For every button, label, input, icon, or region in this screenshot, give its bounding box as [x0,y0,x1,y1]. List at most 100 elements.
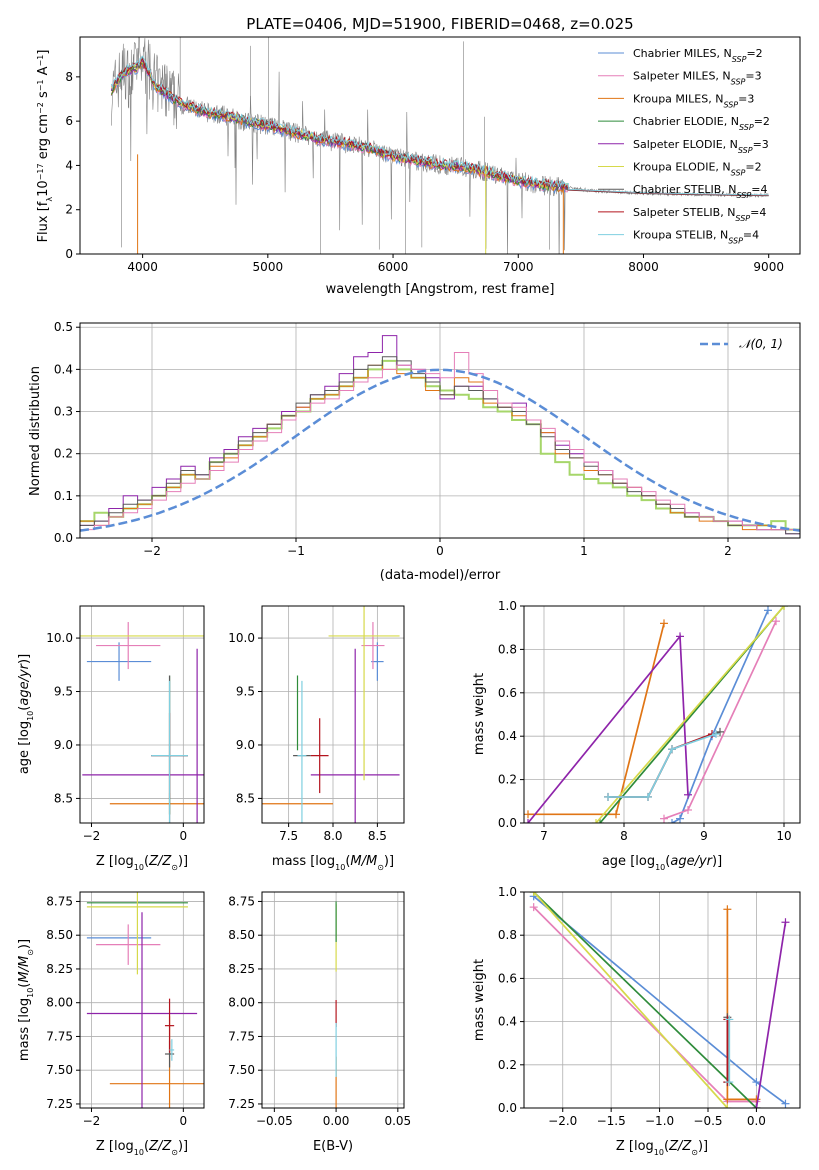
plot-area [80,622,204,823]
x-tick-label: −1.5 [597,1114,626,1128]
y-tick-label: 7.25 [228,1097,255,1111]
y-axis-label: mass weight [472,673,487,755]
mass-vs-Z-panel: −2 0 7.25 7.50 7.75 8.00 8.25 8.50 8.75 Z [log10(… [17,891,205,1157]
spectrum-panel: 4000 5000 6000 7000 8000 9000 0 2 4 6 8 Chabrier MI… [36,36,801,297]
plot-area [86,892,204,1108]
y-tick-label: 9.0 [54,738,73,752]
y-tick-label: 8.25 [228,962,255,976]
y-tick-label: 7.75 [46,1029,73,1043]
x-tick-label: 5000 [253,260,284,274]
y-tick-label: 0.8 [498,928,517,942]
x-tick-label: 0 [436,544,444,558]
y-tick-label: 8.00 [228,996,255,1010]
y-tick-label: 0.5 [54,320,73,334]
axes-frame [79,891,205,1109]
y-tick-label: 8.50 [46,928,73,942]
mass-weight-line [533,906,757,1103]
residuals-panel: −2 −1 0 1 2 0.0 0.1 0.2 0.3 0.4 0.5 𝒩(0, 1) (data-mo… [28,320,801,583]
legend-label: Kroupa STELIB, NSSP=4 [633,229,759,246]
y-tick-label: 7.25 [46,1097,73,1111]
legend-label: Salpeter MILES, NSSP=3 [633,70,762,87]
x-tick-label: −1.0 [645,1114,674,1128]
x-tick-label: 0.0 [747,1114,766,1128]
x-tick-label: 8 [620,829,628,843]
x-tick-label: 6000 [378,260,409,274]
y-axis-label: age [log10(age/yr)] [17,654,35,774]
legend-label: Kroupa ELODIE, NSSP=2 [633,161,762,178]
y-tick-label: 4 [65,158,73,172]
x-axis-label: Z [log10(Z/Z⊙)] [96,854,188,872]
axes-frame [261,605,405,824]
axes-frame [79,36,801,255]
y-tick-label: 2 [65,203,73,217]
y-tick-label: 8.5 [54,791,73,805]
model-spectrum-salpeter-elodie [110,60,569,191]
y-tick-label: 0.1 [54,489,73,503]
model-spectrum-salpeter-miles [111,63,569,193]
y-tick-label: 0.8 [498,642,517,656]
y-tick-label: 6 [65,114,73,128]
mass-weight-line [608,733,717,798]
histogram-salpeter-miles [80,352,800,531]
histogram-chabrier-stelib [80,356,800,535]
axes-frame [261,891,405,1109]
y-tick-label: 8 [65,70,73,84]
model-spectrum-kroupa-stelib [110,55,769,196]
y-tick-label: 0.0 [54,531,73,545]
x-tick-label: 4000 [127,260,158,274]
y-tick-label: 7.50 [228,1063,255,1077]
y-tick-label: 0.6 [498,686,517,700]
legend-label: Salpeter STELIB, NSSP=4 [633,206,766,223]
x-tick-label: 9000 [753,260,784,274]
x-tick-label: 2 [724,544,732,558]
x-tick-label: 7.5 [279,829,298,843]
y-tick-label: 7.75 [228,1029,255,1043]
y-axis-label: mass weight [472,959,487,1041]
x-tick-label: 0 [180,1114,188,1128]
x-tick-label: 0.05 [384,1114,411,1128]
age-vs-Z-panel: −2 0 8.5 9.0 9.5 10.0 Z [log10(Z/Z⊙)] age [log1… [17,605,205,872]
x-tick-label: −0.05 [256,1114,293,1128]
spectrum-plot-area [110,37,769,254]
plot-area [262,606,400,823]
y-tick-label: 10.0 [228,631,255,645]
x-axis-label: Z [log10(Z/Z⊙)] [616,1139,708,1157]
x-tick-label: 10 [776,829,791,843]
y-tick-label: 7.50 [46,1063,73,1077]
y-tick-label: 0.4 [54,362,73,376]
mass-weight-line [528,623,665,816]
mass-vs-ebv-panel: −0.05 0.00 0.05 7.25 7.50 7.75 8.00 8.25 8.50 8.7… [228,891,411,1154]
mass-weight-line [533,892,729,1108]
mass-weight-line [671,609,769,823]
y-tick-label: 8.25 [46,962,73,976]
y-tick-label: 0 [65,247,73,261]
x-axis-label: Z [log10(Z/Z⊙)] [96,1139,188,1157]
y-tick-label: 10.0 [46,631,73,645]
residuals-plot-area [80,335,800,535]
axes-frame [79,605,205,824]
y-axis-label: Normed distribution [28,366,43,496]
x-tick-label: −1 [287,544,305,558]
legend-label: Chabrier STELIB, NSSP=4 [633,183,767,200]
plot-area [529,892,790,1108]
legend-label: 𝒩(0, 1) [739,337,783,351]
x-tick-label: −2.0 [548,1114,577,1128]
y-tick-label: 0.2 [498,773,517,787]
y-tick-label: 9.0 [236,738,255,752]
axes-frame [523,891,801,1109]
x-axis-label: age [log10(age/yr)] [602,854,722,872]
y-tick-label: 0.3 [54,405,73,419]
x-tick-label: 7000 [503,260,534,274]
x-tick-label: 0.00 [323,1114,350,1128]
x-tick-label: −2 [143,544,161,558]
y-tick-label: 0.0 [498,1101,517,1115]
x-tick-label: 7 [540,829,548,843]
y-axis-label: Flux [fλ10−17 erg cm−2 s−1 A−1] [36,50,54,243]
y-tick-label: 8.50 [228,928,255,942]
x-tick-label: −0.5 [693,1114,722,1128]
x-axis-label: mass [log10(M/M⊙)] [272,854,394,872]
normal-curve [80,368,800,532]
x-tick-label: −2 [83,1114,101,1128]
